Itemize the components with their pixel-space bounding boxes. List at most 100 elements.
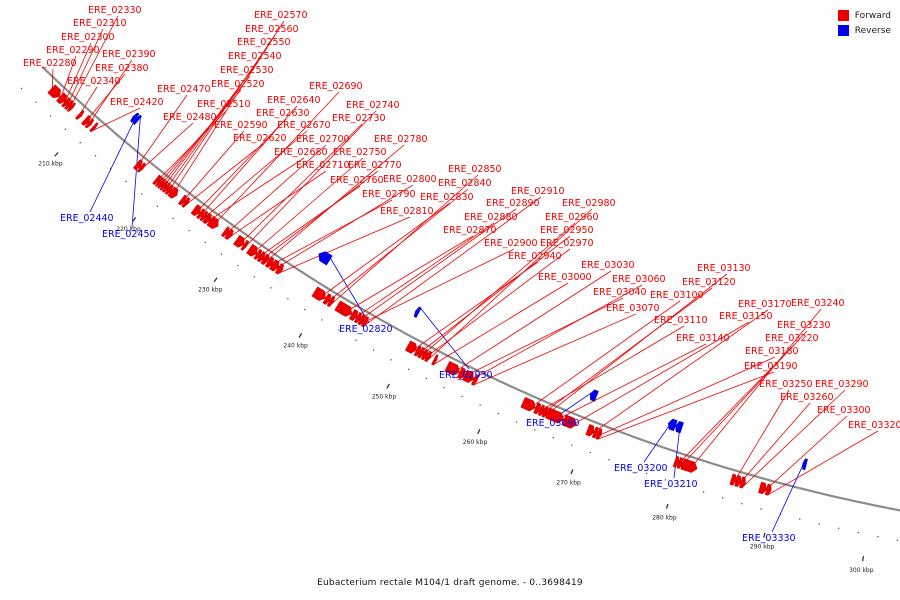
- gene-label-ere-03140[interactable]: ERE_03140: [676, 333, 730, 344]
- gene-ere-02970[interactable]: [420, 348, 429, 361]
- gene-ere-03000[interactable]: [431, 354, 439, 366]
- gene-ere-02640[interactable]: [196, 208, 206, 220]
- gene-ere-02830[interactable]: [311, 286, 326, 301]
- gene-ere-02310[interactable]: [64, 99, 74, 110]
- gene-label-ere-03240[interactable]: ERE_03240: [791, 298, 845, 309]
- gene-label-ere-02550[interactable]: ERE_02550: [237, 37, 291, 48]
- gene-ere-02940[interactable]: [404, 340, 417, 354]
- gene-ere-02960[interactable]: [417, 346, 426, 359]
- gene-label-ere-02630[interactable]: ERE_02630: [256, 108, 310, 119]
- gene-ere-02510[interactable]: [152, 174, 162, 186]
- gene-label-ere-02450[interactable]: ERE_02450: [102, 229, 156, 240]
- gene-ere-03070[interactable]: [471, 374, 479, 386]
- gene-label-ere-02970[interactable]: ERE_02970: [540, 238, 594, 249]
- gene-ere-03150[interactable]: [561, 414, 577, 429]
- gene-label-ere-03180[interactable]: ERE_03180: [745, 346, 799, 357]
- gene-label-ere-02910[interactable]: ERE_02910: [511, 186, 565, 197]
- gene-label-ere-02980[interactable]: ERE_02980: [562, 198, 616, 209]
- gene-ere-03130[interactable]: [541, 406, 549, 418]
- gene-label-ere-02390[interactable]: ERE_02390: [102, 49, 156, 60]
- gene-ere-03170[interactable]: [585, 424, 595, 437]
- gene-label-ere-02820[interactable]: ERE_02820: [339, 324, 393, 335]
- gene-label-ere-03230[interactable]: ERE_03230: [777, 320, 831, 331]
- gene-ere-02440[interactable]: [130, 112, 140, 123]
- gene-label-ere-02480[interactable]: ERE_02480: [163, 112, 217, 123]
- gene-label-ere-02950[interactable]: ERE_02950: [540, 225, 594, 236]
- gene-ere-03320[interactable]: [764, 483, 772, 496]
- gene-label-ere-02770[interactable]: ERE_02770: [348, 160, 402, 171]
- gene-ere-02750[interactable]: [246, 243, 258, 257]
- gene-ere-02980[interactable]: [424, 350, 433, 363]
- gene-ere-02730[interactable]: [233, 234, 245, 248]
- gene-ere-02770[interactable]: [256, 251, 266, 263]
- gene-ere-02930[interactable]: [413, 306, 422, 318]
- gene-ere-03030[interactable]: [444, 360, 460, 376]
- gene-ere-03240[interactable]: [680, 458, 698, 473]
- gene-ere-02380[interactable]: [80, 114, 92, 126]
- gene-ere-03200[interactable]: [667, 418, 678, 432]
- gene-ere-02330[interactable]: [66, 102, 76, 113]
- gene-label-ere-03330[interactable]: ERE_03330: [742, 533, 796, 544]
- gene-ere-02800[interactable]: [269, 259, 280, 272]
- gene-ere-02710[interactable]: [224, 228, 234, 240]
- gene-ere-02670[interactable]: [199, 210, 209, 222]
- gene-label-ere-02780[interactable]: ERE_02780: [374, 134, 428, 145]
- gene-ere-03090[interactable]: [590, 389, 599, 402]
- gene-label-ere-02810[interactable]: ERE_02810: [380, 206, 434, 217]
- gene-ere-03190[interactable]: [595, 428, 603, 440]
- gene-label-ere-02870[interactable]: ERE_02870: [443, 225, 497, 236]
- gene-label-ere-03210[interactable]: ERE_03210: [644, 479, 698, 490]
- gene-ere-02810[interactable]: [274, 263, 285, 275]
- gene-ere-02590[interactable]: [177, 194, 188, 206]
- gene-ere-02570[interactable]: [167, 186, 179, 199]
- gene-ere-02760[interactable]: [253, 248, 263, 260]
- gene-ere-02910[interactable]: [360, 315, 370, 328]
- gene-ere-02520[interactable]: [154, 176, 164, 188]
- gene-ere-02840[interactable]: [322, 293, 332, 305]
- gene-label-ere-02740[interactable]: ERE_02740: [346, 100, 400, 111]
- gene-ere-02630[interactable]: [190, 204, 202, 217]
- gene-label-ere-02570[interactable]: ERE_02570: [254, 10, 308, 21]
- gene-label-ere-02840[interactable]: ERE_02840: [438, 178, 492, 189]
- gene-label-ere-03150[interactable]: ERE_03150: [719, 311, 773, 322]
- gene-label-ere-03260[interactable]: ERE_03260: [780, 392, 834, 403]
- gene-ere-02740[interactable]: [240, 239, 250, 251]
- gene-label-ere-02440[interactable]: ERE_02440: [60, 213, 114, 224]
- gene-ere-02790[interactable]: [264, 256, 275, 268]
- gene-label-ere-02790[interactable]: ERE_02790: [362, 189, 416, 200]
- gene-label-ere-03170[interactable]: ERE_03170: [738, 299, 792, 310]
- gene-ere-03300[interactable]: [758, 481, 767, 495]
- gene-label-ere-02560[interactable]: ERE_02560: [245, 24, 299, 35]
- gene-label-ere-02830[interactable]: ERE_02830: [420, 192, 474, 203]
- gene-label-ere-02520[interactable]: ERE_02520: [211, 79, 265, 90]
- gene-ere-03060[interactable]: [462, 369, 474, 383]
- gene-label-ere-02700[interactable]: ERE_02700: [296, 134, 350, 145]
- gene-label-ere-03040[interactable]: ERE_03040: [593, 287, 647, 298]
- gene-label-ere-02750[interactable]: ERE_02750: [333, 147, 387, 158]
- gene-label-ere-02900[interactable]: ERE_02900: [484, 238, 538, 249]
- gene-label-ere-02540[interactable]: ERE_02540: [228, 51, 282, 62]
- gene-ere-02880[interactable]: [348, 309, 359, 321]
- gene-label-ere-03030[interactable]: ERE_03030: [581, 260, 635, 271]
- gene-label-ere-02420[interactable]: ERE_02420: [110, 97, 164, 108]
- gene-ere-03290[interactable]: [738, 476, 746, 489]
- gene-ere-02300[interactable]: [61, 97, 71, 108]
- gene-label-ere-03090[interactable]: ERE_03090: [526, 418, 580, 429]
- gene-label-ere-02710[interactable]: ERE_02710: [296, 160, 350, 171]
- gene-label-ere-02960[interactable]: ERE_02960: [545, 212, 599, 223]
- gene-label-ere-02890[interactable]: ERE_02890: [486, 198, 540, 209]
- gene-ere-03110[interactable]: [533, 402, 542, 415]
- gene-label-ere-03070[interactable]: ERE_03070: [606, 303, 660, 314]
- gene-label-ere-03110[interactable]: ERE_03110: [654, 315, 708, 326]
- gene-label-ere-03100[interactable]: ERE_03100: [650, 290, 704, 301]
- gene-ere-02480[interactable]: [136, 162, 146, 173]
- gene-ere-02890[interactable]: [353, 311, 363, 324]
- gene-ere-02540[interactable]: [159, 180, 169, 191]
- gene-label-ere-02300[interactable]: ERE_02300: [61, 32, 115, 43]
- gene-ere-02340[interactable]: [75, 109, 85, 120]
- gene-label-ere-02530[interactable]: ERE_02530: [220, 65, 274, 76]
- gene-ere-03220[interactable]: [672, 455, 680, 468]
- gene-label-ere-03130[interactable]: ERE_03130: [697, 263, 751, 274]
- gene-ere-02470[interactable]: [132, 159, 143, 171]
- gene-ere-02450[interactable]: [132, 114, 143, 126]
